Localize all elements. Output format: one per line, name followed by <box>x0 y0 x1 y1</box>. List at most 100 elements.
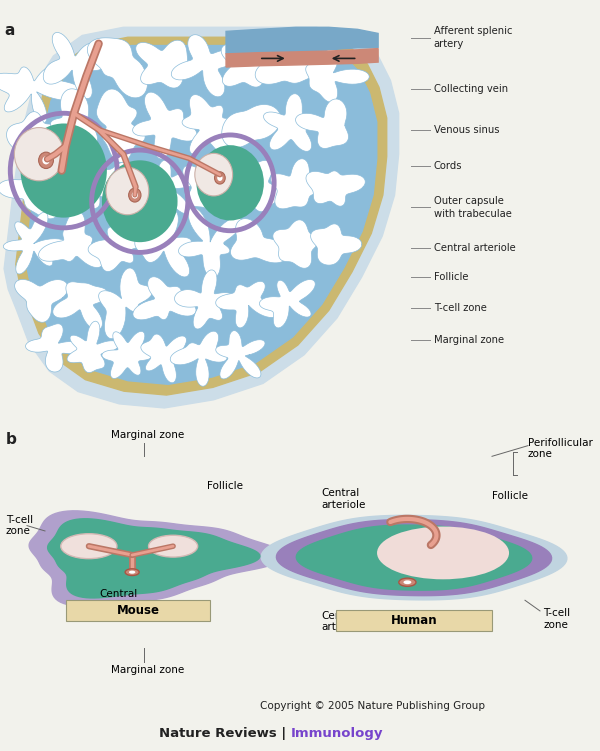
Ellipse shape <box>195 153 233 196</box>
Polygon shape <box>261 515 567 600</box>
Polygon shape <box>4 27 398 408</box>
Polygon shape <box>277 520 551 596</box>
Polygon shape <box>98 268 152 339</box>
Text: Central
arteriole: Central arteriole <box>321 611 365 632</box>
Text: Perifollicular
zone: Perifollicular zone <box>528 438 593 460</box>
Polygon shape <box>183 155 241 211</box>
Ellipse shape <box>403 581 412 584</box>
Ellipse shape <box>106 167 149 215</box>
Text: Cords: Cords <box>434 161 462 171</box>
Ellipse shape <box>14 128 64 181</box>
Polygon shape <box>221 39 277 87</box>
Polygon shape <box>215 282 279 328</box>
Polygon shape <box>141 334 187 383</box>
Text: T-cell
zone: T-cell zone <box>543 608 570 630</box>
Text: Afferent splenic
artery: Afferent splenic artery <box>434 26 512 49</box>
Polygon shape <box>222 104 281 147</box>
Text: Copyright © 2005 Nature Publishing Group: Copyright © 2005 Nature Publishing Group <box>260 701 485 711</box>
Text: Follicle: Follicle <box>492 491 528 502</box>
Polygon shape <box>4 213 67 274</box>
Polygon shape <box>16 38 387 395</box>
Polygon shape <box>273 220 318 268</box>
Polygon shape <box>29 511 285 606</box>
Ellipse shape <box>149 535 197 557</box>
Polygon shape <box>226 49 378 67</box>
Polygon shape <box>133 160 206 217</box>
Text: Venous sinus: Venous sinus <box>434 125 499 134</box>
Ellipse shape <box>377 526 509 579</box>
Polygon shape <box>259 279 316 328</box>
Polygon shape <box>179 207 242 278</box>
Polygon shape <box>220 161 281 212</box>
Polygon shape <box>0 168 63 219</box>
Polygon shape <box>133 92 197 159</box>
Text: T-cell zone: T-cell zone <box>434 303 487 312</box>
Ellipse shape <box>196 145 264 221</box>
Text: Marginal zone: Marginal zone <box>111 665 184 674</box>
Text: Central arteriole: Central arteriole <box>434 243 515 253</box>
Polygon shape <box>67 321 119 372</box>
Polygon shape <box>271 158 324 209</box>
Text: b: b <box>6 433 17 448</box>
Polygon shape <box>53 282 108 330</box>
Text: Central
arteriole: Central arteriole <box>99 590 143 611</box>
Ellipse shape <box>20 123 107 218</box>
Polygon shape <box>7 112 61 161</box>
Ellipse shape <box>102 160 178 242</box>
Polygon shape <box>43 32 106 98</box>
Text: Nature Reviews |: Nature Reviews | <box>159 727 291 740</box>
Text: Marginal zone: Marginal zone <box>111 430 184 440</box>
Polygon shape <box>306 171 365 207</box>
Polygon shape <box>296 99 349 149</box>
Ellipse shape <box>43 156 50 164</box>
Polygon shape <box>26 324 85 372</box>
FancyBboxPatch shape <box>336 610 492 632</box>
Polygon shape <box>47 519 260 598</box>
Polygon shape <box>136 41 188 88</box>
Polygon shape <box>311 224 362 265</box>
Polygon shape <box>182 95 244 154</box>
Polygon shape <box>296 525 532 590</box>
Polygon shape <box>216 330 265 379</box>
Text: Collecting vein: Collecting vein <box>434 83 508 94</box>
Polygon shape <box>170 331 227 386</box>
Polygon shape <box>175 270 233 329</box>
Text: Central
arteriole: Central arteriole <box>321 488 365 510</box>
Text: a: a <box>4 23 14 38</box>
Ellipse shape <box>38 152 53 168</box>
Polygon shape <box>255 50 323 84</box>
Polygon shape <box>135 210 191 277</box>
Polygon shape <box>91 162 146 216</box>
Text: Follicle: Follicle <box>207 481 243 490</box>
Polygon shape <box>88 38 148 98</box>
Text: Human: Human <box>391 614 437 627</box>
FancyBboxPatch shape <box>66 600 210 621</box>
Polygon shape <box>38 211 103 267</box>
Polygon shape <box>14 279 68 322</box>
Ellipse shape <box>215 172 225 184</box>
Polygon shape <box>88 215 148 272</box>
Text: Mouse: Mouse <box>116 605 160 617</box>
Polygon shape <box>171 35 237 97</box>
Ellipse shape <box>217 175 223 181</box>
Polygon shape <box>263 94 319 151</box>
Polygon shape <box>50 89 97 158</box>
Text: Follicle: Follicle <box>434 272 468 282</box>
Ellipse shape <box>61 534 117 559</box>
Ellipse shape <box>125 569 139 575</box>
Polygon shape <box>133 277 196 320</box>
Polygon shape <box>102 331 152 379</box>
Polygon shape <box>306 48 370 102</box>
Ellipse shape <box>128 189 141 202</box>
Ellipse shape <box>399 578 416 587</box>
Text: Marginal zone: Marginal zone <box>434 336 504 345</box>
Polygon shape <box>97 89 145 162</box>
Text: Outer capsule
with trabeculae: Outer capsule with trabeculae <box>434 196 512 219</box>
Text: Immunology: Immunology <box>291 727 383 740</box>
Ellipse shape <box>132 192 138 198</box>
Polygon shape <box>0 66 85 123</box>
Text: T-cell
zone: T-cell zone <box>6 515 33 536</box>
Polygon shape <box>230 219 289 263</box>
Polygon shape <box>226 27 378 54</box>
Ellipse shape <box>129 571 136 574</box>
